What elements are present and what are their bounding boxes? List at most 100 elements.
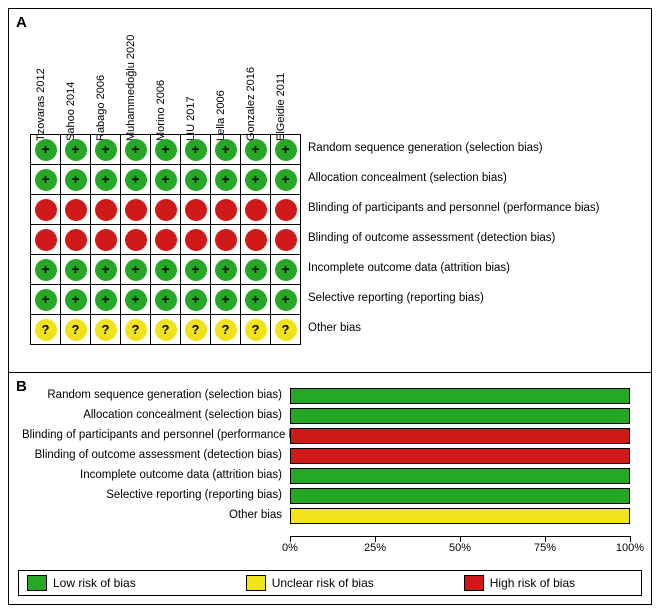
risk-dot: [125, 289, 147, 311]
risk-dot: [95, 229, 117, 251]
risk-dot: [215, 319, 237, 341]
risk-dot: [245, 169, 267, 191]
risk-dot: [95, 319, 117, 341]
risk-dot: [155, 319, 177, 341]
risk-dot: [185, 259, 207, 281]
legend-text: Low risk of bias: [53, 576, 136, 590]
domain-label: Blinding of participants and personnel (…: [308, 202, 600, 214]
risk-dot: [65, 319, 87, 341]
risk-bar: [290, 448, 630, 464]
risk-dot: [275, 229, 297, 251]
risk-dot: [215, 289, 237, 311]
risk-dot: [245, 259, 267, 281]
risk-dot: [35, 229, 57, 251]
risk-dot: [95, 289, 117, 311]
risk-bar: [290, 408, 630, 424]
risk-dot: [65, 289, 87, 311]
risk-dot: [125, 169, 147, 191]
risk-dot: [35, 169, 57, 191]
bar-label: Blinding of outcome assessment (detectio…: [22, 449, 282, 461]
risk-dot: [95, 259, 117, 281]
panel-divider: [8, 372, 652, 373]
risk-dot: [155, 229, 177, 251]
risk-dot: [35, 289, 57, 311]
risk-bar: [290, 388, 630, 404]
legend-item: High risk of bias: [464, 575, 575, 591]
legend-swatch: [27, 575, 47, 591]
risk-grid: [30, 134, 301, 345]
risk-dot: [125, 139, 147, 161]
risk-dot: [65, 139, 87, 161]
risk-dot: [95, 139, 117, 161]
risk-dot: [185, 319, 207, 341]
bar-label: Random sequence generation (selection bi…: [22, 389, 282, 401]
axis-tick-label: 50%: [449, 542, 471, 554]
domain-label: Blinding of outcome assessment (detectio…: [308, 232, 555, 244]
legend-swatch: [246, 575, 266, 591]
risk-bar: [290, 468, 630, 484]
risk-dot: [35, 199, 57, 221]
risk-dot: [125, 319, 147, 341]
domain-label: Random sequence generation (selection bi…: [308, 142, 543, 154]
risk-dot: [275, 259, 297, 281]
bar-label: Selective reporting (reporting bias): [22, 489, 282, 501]
bar-label: Blinding of participants and personnel (…: [22, 429, 282, 441]
panel-b: Random sequence generation (selection bi…: [22, 384, 638, 554]
risk-dot: [65, 169, 87, 191]
legend-swatch: [464, 575, 484, 591]
panel-a-label: A: [16, 14, 27, 31]
axis-tick-label: 25%: [364, 542, 386, 554]
risk-dot: [35, 319, 57, 341]
legend-text: High risk of bias: [490, 576, 575, 590]
risk-dot: [185, 289, 207, 311]
risk-dot: [95, 169, 117, 191]
axis-tick-label: 75%: [534, 542, 556, 554]
legend-text: Unclear risk of bias: [272, 576, 374, 590]
domain-label: Allocation concealment (selection bias): [308, 172, 507, 184]
risk-bar: [290, 488, 630, 504]
risk-dot: [275, 319, 297, 341]
bar-label: Incomplete outcome data (attrition bias): [22, 469, 282, 481]
risk-dot: [65, 229, 87, 251]
legend-item: Unclear risk of bias: [246, 575, 374, 591]
risk-dot: [185, 169, 207, 191]
risk-dot: [185, 139, 207, 161]
x-axis: 0%25%50%75%100%: [290, 536, 630, 556]
risk-dot: [215, 259, 237, 281]
risk-dot: [275, 169, 297, 191]
risk-dot: [215, 139, 237, 161]
risk-dot: [275, 199, 297, 221]
legend-item: Low risk of bias: [27, 575, 136, 591]
risk-bar: [290, 508, 630, 524]
risk-dot: [125, 229, 147, 251]
domain-label: Incomplete outcome data (attrition bias): [308, 262, 510, 274]
risk-dot: [185, 229, 207, 251]
risk-dot: [125, 259, 147, 281]
axis-tick-label: 100%: [616, 542, 644, 554]
risk-dot: [125, 199, 147, 221]
risk-dot: [155, 169, 177, 191]
risk-dot: [245, 289, 267, 311]
panel-a: Tzovaras 2012Sahoo 2014Rabago 2006Muhamm…: [30, 20, 630, 360]
risk-dot: [215, 199, 237, 221]
risk-dot: [155, 199, 177, 221]
bar-label: Allocation concealment (selection bias): [22, 409, 282, 421]
risk-dot: [245, 319, 267, 341]
legend: Low risk of bias Unclear risk of bias High…: [18, 570, 642, 596]
risk-dot: [215, 169, 237, 191]
risk-bar: [290, 428, 630, 444]
risk-dot: [35, 259, 57, 281]
risk-dot: [65, 259, 87, 281]
risk-dot: [215, 229, 237, 251]
axis-tick-label: 0%: [282, 542, 298, 554]
risk-dot: [35, 139, 57, 161]
domain-label: Other bias: [308, 322, 361, 334]
risk-dot: [275, 139, 297, 161]
risk-dot: [155, 139, 177, 161]
risk-dot: [155, 289, 177, 311]
risk-dot: [185, 199, 207, 221]
risk-dot: [245, 229, 267, 251]
risk-dot: [65, 199, 87, 221]
bar-label: Other bias: [22, 509, 282, 521]
risk-dot: [245, 199, 267, 221]
